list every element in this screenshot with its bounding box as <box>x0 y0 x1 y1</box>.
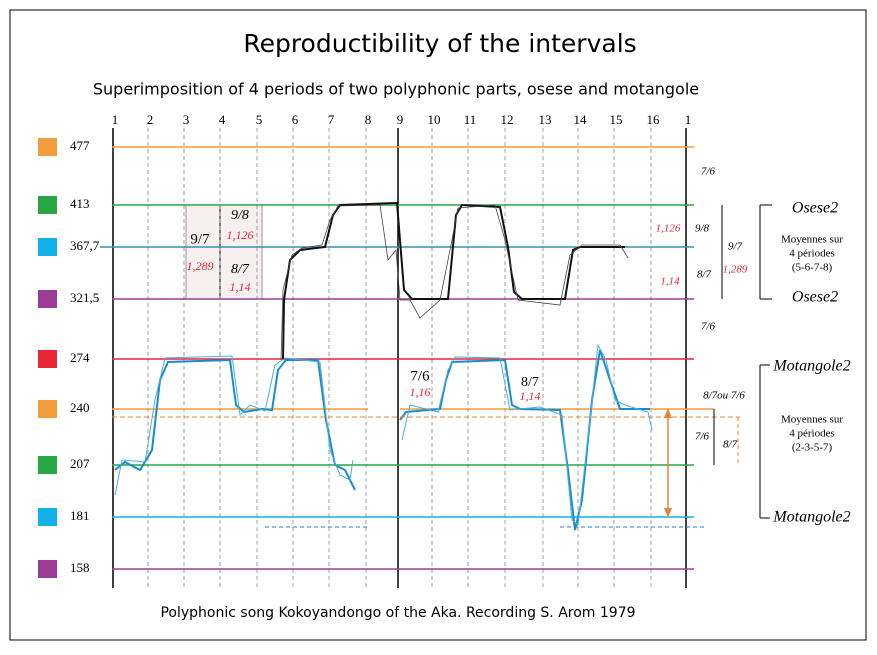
beat-label: 11 <box>464 112 477 127</box>
beat-label: 6 <box>292 112 299 127</box>
level-label: 181 <box>70 508 90 523</box>
arrow-head <box>664 408 672 418</box>
right-ratio: 9/8 <box>695 223 710 235</box>
right-ratio: 7/6 <box>701 166 716 178</box>
part-name: Osese2 <box>792 289 838 306</box>
level-label: 240 <box>70 400 90 415</box>
right-ratio: 1,289 <box>723 264 748 276</box>
right-ratio: 8/7 <box>723 439 738 451</box>
arrow-head <box>664 508 672 518</box>
osese-trace <box>280 204 629 361</box>
level-swatch <box>38 238 57 256</box>
right-ratio: 7/6 <box>695 431 710 443</box>
interval-ratio: 8/7 <box>521 375 539 390</box>
right-ratio: 1,126 <box>656 223 681 235</box>
interval-ratio: 1,14 <box>520 389 541 403</box>
beat-label: 10 <box>428 112 441 127</box>
beat-label: 9 <box>397 112 404 127</box>
beat-label: 13 <box>539 112 552 127</box>
box-ratio: 1,289 <box>187 259 214 273</box>
frame <box>9 9 867 641</box>
beat-label: 1 <box>112 112 119 127</box>
level-label: 207 <box>70 456 90 471</box>
interval-ratio: 7/6 <box>410 368 430 384</box>
box-ratio: 1,14 <box>230 280 251 294</box>
beat-label: 7 <box>328 112 335 127</box>
level-label: 477 <box>70 138 90 153</box>
motangole-trace <box>401 343 653 526</box>
ratio-box <box>185 204 263 300</box>
part-name: Motangole2 <box>772 358 850 375</box>
beat-label: 4 <box>219 112 226 127</box>
level-label: 274 <box>70 350 90 365</box>
right-ratio: 8/7ou 7/6 <box>703 390 745 402</box>
beat-label: 2 <box>147 112 154 127</box>
average-note: 4 périodes <box>789 248 835 260</box>
box-ratio: 8/7 <box>231 262 250 277</box>
osese-trace <box>282 201 625 361</box>
average-note: 4 périodes <box>789 428 835 440</box>
footer: Polyphonic song Kokoyandongo of the Aka.… <box>160 605 635 621</box>
beat-label: 12 <box>501 112 514 127</box>
average-note: Moyennes sur <box>781 414 843 426</box>
motangole-trace <box>399 349 650 531</box>
box-ratio: 9/8 <box>231 208 249 223</box>
part-name: Motangole2 <box>772 509 850 526</box>
level-swatch <box>38 400 57 418</box>
level-swatch <box>38 290 57 308</box>
beat-label: 16 <box>647 112 661 127</box>
beat-label: 15 <box>610 112 623 127</box>
right-ratio: 8/7 <box>697 269 712 281</box>
motangole-trace <box>114 355 354 496</box>
right-ratio: 9/7 <box>728 241 743 253</box>
average-note: (2-3-5-7) <box>792 442 833 454</box>
curves <box>112 201 772 531</box>
level-swatch <box>38 508 57 526</box>
beat-label: 14 <box>574 112 588 127</box>
level-swatch <box>38 350 57 368</box>
level-label: 367,7 <box>70 238 100 253</box>
level-swatch <box>38 456 57 474</box>
box-ratio: 1,126 <box>227 228 254 242</box>
subtitle: Superimposition of 4 periods of two poly… <box>93 80 699 99</box>
part-name: Osese2 <box>792 200 838 217</box>
average-note: (5-6-7-8) <box>792 262 833 274</box>
box-ratio: 9/7 <box>190 231 210 247</box>
right-ratio: 7/6 <box>701 321 716 333</box>
average-note: Moyennes sur <box>781 234 843 246</box>
beat-label: 3 <box>183 112 190 127</box>
interval-ratio: 1,16 <box>410 385 431 399</box>
level-swatch <box>38 196 57 214</box>
beat-label: 5 <box>256 112 263 127</box>
title: Reproductibility of the intervals <box>243 29 636 58</box>
level-label: 158 <box>70 560 90 575</box>
level-label: 413 <box>70 196 90 211</box>
level-swatch <box>38 138 57 156</box>
right-ratio: 1,14 <box>660 276 680 288</box>
level-swatch <box>38 560 57 578</box>
beat-label: 8 <box>365 112 372 127</box>
beat-label: 1 <box>685 112 692 127</box>
level-label: 321,5 <box>70 290 99 305</box>
